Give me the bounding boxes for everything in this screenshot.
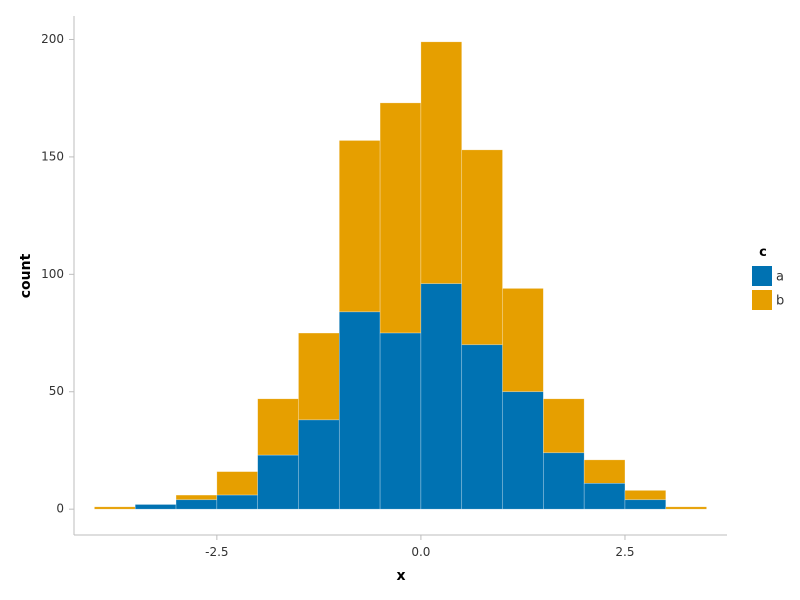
bar-a-5 [298, 419, 340, 510]
y-tick-label-2: 100 [41, 267, 64, 281]
x-axis-title: x [396, 568, 405, 584]
legend-swatch-a [752, 266, 772, 286]
legend-items: ab [752, 266, 784, 310]
bar-a-10 [502, 391, 544, 510]
y-tick-label-3: 150 [41, 149, 64, 163]
bar-a-1 [134, 504, 177, 510]
bar-a-6 [338, 311, 381, 510]
legend: c ab [752, 245, 784, 310]
bar-b-5 [298, 332, 340, 421]
bar-b-7 [379, 102, 422, 334]
bar-a-2 [175, 499, 218, 510]
x-tick-label-0: -2.5 [205, 545, 228, 559]
bar-b-2 [175, 494, 218, 501]
bar-b-8 [420, 41, 463, 285]
bar-b-10 [502, 288, 544, 393]
bar-a-12 [583, 483, 626, 510]
x-ticks-layer: -2.5 0.0 2.5 [205, 535, 635, 559]
bar-a-13 [624, 499, 667, 510]
legend-label-a: a [776, 270, 784, 285]
y-ticks-layer: 0 50 100 150 200 [41, 32, 74, 516]
bar-a-11 [543, 452, 585, 510]
bar-b-4 [257, 398, 299, 456]
bar-b-0 [94, 506, 136, 510]
bar-a-7 [379, 332, 422, 510]
y-tick-label-1: 50 [49, 384, 64, 398]
bar-b-9 [461, 149, 503, 346]
bar-b-13 [624, 490, 667, 501]
legend-swatch-b [752, 290, 772, 310]
bar-b-6 [338, 140, 381, 313]
bar-a-9 [461, 344, 503, 510]
bars-layer [94, 41, 707, 510]
bar-b-14 [665, 506, 707, 510]
bar-a-8 [420, 283, 463, 510]
y-axis-title: count [18, 253, 34, 298]
y-tick-label-4: 200 [41, 32, 64, 46]
bar-b-12 [583, 459, 626, 484]
x-tick-label-1: 0.0 [411, 545, 430, 559]
bar-a-4 [257, 454, 299, 510]
bar-b-3 [216, 471, 258, 496]
y-tick-label-0: 0 [56, 502, 64, 516]
bar-b-11 [543, 398, 585, 454]
x-tick-label-2: 2.5 [615, 545, 634, 559]
bar-a-3 [216, 494, 258, 510]
legend-title: c [759, 245, 767, 260]
legend-label-b: b [776, 294, 784, 309]
